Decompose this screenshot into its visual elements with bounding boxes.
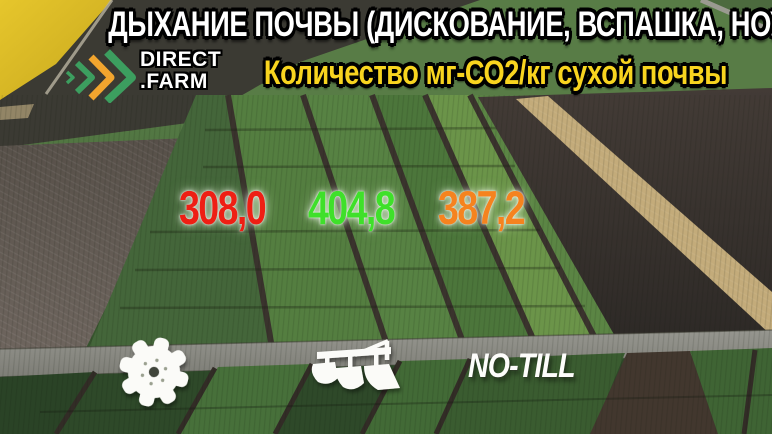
no-till-label: NO-TILL — [468, 347, 576, 385]
value-disking: 308,0 — [179, 181, 267, 234]
value-plowing: 404,8 — [308, 181, 396, 234]
plow-icon — [311, 339, 400, 390]
logo-text-farm: .FARM — [140, 70, 208, 93]
logo-chevrons-icon — [65, 49, 136, 103]
direct-farm-logo: DIRECT .FARM — [62, 48, 221, 103]
page-title: ДЫХАНИЕ ПОЧВЫ (ДИСКОВАНИЕ, ВСПАШКА, НОУ … — [108, 5, 772, 44]
logo-text-direct: DIRECT — [140, 48, 222, 71]
value-no-till: 387,2 — [438, 181, 526, 234]
subtitle: Количество мг-СО2/кг сухой почвы — [263, 54, 728, 92]
disc-harrow-icon — [119, 337, 189, 407]
